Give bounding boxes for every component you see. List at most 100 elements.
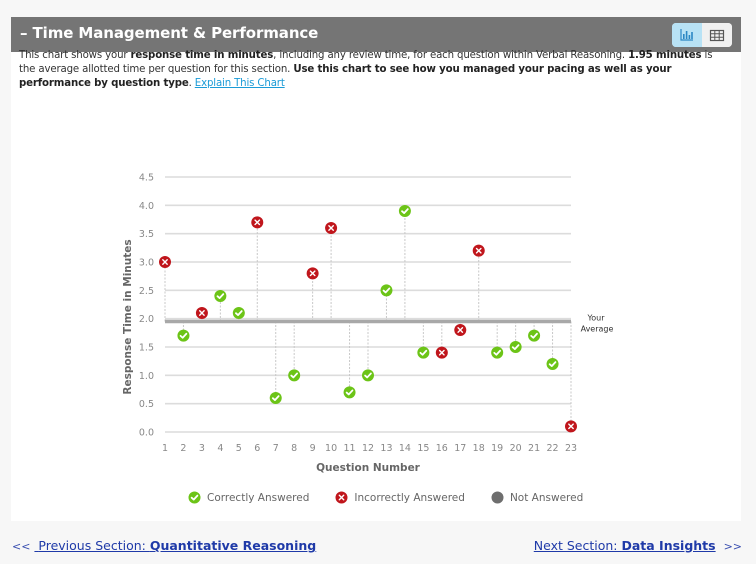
check-icon xyxy=(419,349,428,356)
x-icon xyxy=(457,327,464,333)
chart-legend: Correctly Answered Incorrectly Answered … xyxy=(188,491,609,504)
collapse-icon[interactable]: – xyxy=(20,24,28,42)
incorrect-point[interactable] xyxy=(454,324,467,336)
section-header[interactable]: – Time Management & Performance xyxy=(11,17,741,52)
check-icon xyxy=(290,372,298,379)
table-view-button[interactable] xyxy=(702,23,732,47)
average-label: Your xyxy=(586,314,605,323)
incorrect-point[interactable] xyxy=(195,307,208,319)
x-icon xyxy=(162,259,168,265)
incorrect-point[interactable] xyxy=(251,216,264,229)
y-tick-label: 1.5 xyxy=(139,343,154,354)
correct-point[interactable] xyxy=(380,284,393,297)
legend-label: Not Answered xyxy=(509,491,584,504)
y-axis-ticks: 0.0 0.5 1.0 1.5 2.0 2.5 3.0 3.5 4.0 4.5 xyxy=(139,173,154,439)
y-tick-label: 0.5 xyxy=(139,399,154,410)
y-axis-label: Response Time in Minutes xyxy=(122,239,134,394)
legend-label: Incorrectly Answered xyxy=(354,491,465,504)
y-tick-label: 2.5 xyxy=(139,286,154,297)
x-icon xyxy=(199,310,205,316)
x-tick-label: 12 xyxy=(362,443,374,454)
double-chevron-left-icon: << xyxy=(12,540,31,553)
check-icon xyxy=(179,332,188,339)
next-section-link[interactable]: Next Section: Data Insights xyxy=(534,538,716,553)
x-tick-label: 22 xyxy=(546,443,558,454)
correct-point[interactable] xyxy=(269,392,282,404)
legend-correct: Correctly Answered xyxy=(188,491,309,504)
y-tick-label: 4.0 xyxy=(139,201,154,212)
correct-point[interactable] xyxy=(232,307,245,319)
x-icon xyxy=(328,225,334,231)
legend-label: Correctly Answered xyxy=(207,491,310,504)
data-points xyxy=(159,205,577,433)
check-icon xyxy=(493,349,501,356)
incorrect-point[interactable] xyxy=(435,346,448,359)
y-tick-label: 0.0 xyxy=(139,428,154,439)
check-icon xyxy=(401,208,409,214)
check-icon xyxy=(216,293,225,299)
incorrect-point[interactable] xyxy=(306,267,319,280)
incorrect-point[interactable] xyxy=(325,222,338,234)
desc-text: , including any review time, for each qu… xyxy=(273,50,629,61)
desc-bold: Use this chart to see how you managed yo… xyxy=(19,64,672,89)
x-icon xyxy=(475,247,482,254)
x-icon xyxy=(438,349,445,356)
correct-point[interactable] xyxy=(214,290,227,302)
x-axis-ticks: 1 2 3 4 5 6 7 8 9 10 11 12 13 14 15 16 17 18 19 20 21 22 23 xyxy=(162,443,577,454)
y-tick-label: 3.0 xyxy=(139,258,154,269)
correct-point[interactable] xyxy=(362,369,374,382)
y-tick-label: 1.0 xyxy=(139,371,154,382)
incorrect-point[interactable] xyxy=(565,420,577,433)
x-tick-label: 3 xyxy=(199,443,205,454)
bar-chart-icon xyxy=(680,29,693,41)
correct-point[interactable] xyxy=(288,369,301,382)
legend-incorrect: Incorrectly Answered xyxy=(335,491,465,504)
x-icon xyxy=(309,270,316,277)
x-tick-label: 7 xyxy=(273,443,279,454)
correct-point[interactable] xyxy=(491,346,504,359)
correct-point[interactable] xyxy=(398,205,411,217)
check-circle-icon xyxy=(188,491,201,504)
x-circle-icon xyxy=(335,491,348,504)
view-toggle xyxy=(672,23,732,47)
explain-chart-link[interactable]: Explain This Chart xyxy=(194,78,285,89)
x-tick-label: 14 xyxy=(399,443,411,454)
check-icon xyxy=(548,361,557,367)
section-title-text: Time Management & Performance xyxy=(32,24,319,42)
legend-not-answered: Not Answered xyxy=(491,491,583,504)
x-tick-label: 5 xyxy=(236,443,242,454)
correct-point[interactable] xyxy=(528,329,541,342)
chart-view-button[interactable] xyxy=(672,23,702,47)
check-icon xyxy=(345,389,354,396)
x-tick-label: 23 xyxy=(565,443,577,454)
x-tick-label: 4 xyxy=(217,443,223,454)
incorrect-point[interactable] xyxy=(472,244,485,257)
x-tick-label: 9 xyxy=(310,443,316,454)
previous-section-link[interactable]: Previous Section: Quantitative Reasoning xyxy=(34,538,316,553)
next-section-nav: Next Section: Data Insights >> xyxy=(534,538,742,553)
desc-bold: response time in minutes xyxy=(130,50,274,61)
incorrect-point[interactable] xyxy=(159,256,171,268)
x-tick-label: 13 xyxy=(380,443,392,454)
correct-point[interactable] xyxy=(509,341,522,353)
check-icon xyxy=(364,372,372,379)
x-tick-label: 6 xyxy=(254,443,260,454)
desc-text: is the average allotted time per questio… xyxy=(19,50,713,75)
x-icon xyxy=(568,423,574,430)
x-tick-label: 21 xyxy=(528,443,540,454)
check-icon xyxy=(382,287,391,294)
correct-point[interactable] xyxy=(343,386,356,399)
x-tick-label: 17 xyxy=(454,443,466,454)
x-tick-label: 11 xyxy=(343,443,355,454)
section-title[interactable]: – Time Management & Performance xyxy=(20,24,318,42)
x-tick-label: 19 xyxy=(491,443,503,454)
prev-prefix: Previous Section: xyxy=(38,538,150,553)
next-prefix: Next Section: xyxy=(533,538,622,553)
x-tick-label: 2 xyxy=(180,443,186,454)
correct-point[interactable] xyxy=(546,358,559,370)
correct-point[interactable] xyxy=(417,346,430,359)
correct-point[interactable] xyxy=(177,329,190,342)
check-icon xyxy=(271,395,280,401)
average-label: Average xyxy=(581,325,614,334)
